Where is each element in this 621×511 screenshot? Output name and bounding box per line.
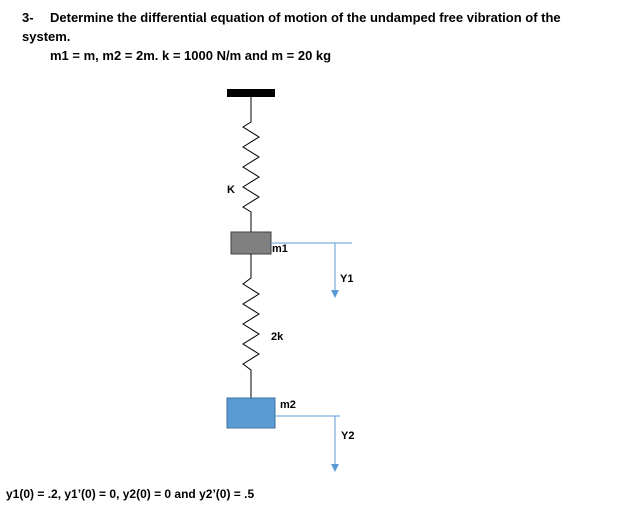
y1-label: Y1: [340, 273, 353, 285]
spring-k: [242, 97, 260, 232]
y2-label: Y2: [341, 430, 354, 442]
initial-conditions: y1(0) = .2, y1’(0) = 0, y2(0) = 0 and y2…: [6, 487, 255, 501]
spring-2k-label: 2k: [271, 331, 284, 343]
mass-m2: [226, 397, 276, 429]
mass-m2-label: m2: [280, 399, 296, 411]
mass-m1: [230, 231, 272, 255]
problem-number: 3-: [22, 10, 34, 25]
problem-statement: 3- Determine the differential equation of…: [22, 8, 612, 65]
spring-2k: [242, 254, 260, 398]
problem-text: Determine the differential equation of m…: [22, 10, 561, 44]
problem-line-1: 3- Determine the differential equation of…: [22, 8, 612, 46]
mass-m1-label: m1: [272, 243, 288, 255]
given-values: m1 = m, m2 = 2m. k = 1000 N/m and m = 20…: [50, 48, 332, 63]
spring-k-label: K: [227, 184, 235, 196]
ceiling-support: [227, 89, 275, 97]
